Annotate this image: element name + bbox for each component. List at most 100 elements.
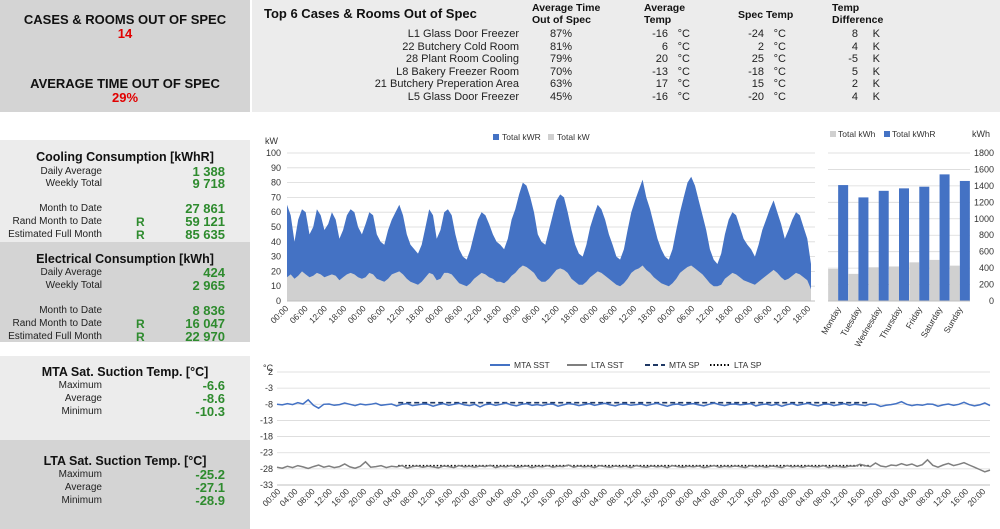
electrical-daily-row: Daily Average 424 [0, 265, 250, 280]
row-diff: 8 [851, 28, 858, 40]
electrical-daily-label: Daily Average [40, 267, 102, 278]
x-tick-label: 00:00 [346, 303, 368, 325]
y-axis-unit-label: °C [263, 363, 274, 373]
x-tick-label: 06:00 [365, 303, 387, 325]
electrical-weekly-value: 2 965 [192, 278, 225, 293]
row-temp-unit: °C [677, 28, 690, 40]
electrical-rand-symbol: R [136, 317, 145, 331]
y-tick-label: 0 [276, 296, 281, 306]
x-tick-label: 20:00 [449, 486, 471, 508]
legend-label-total-kwh: Total kWh [838, 129, 876, 139]
y-tick-label: -23 [260, 448, 273, 458]
kpi-panel: CASES & ROOMS OUT OF SPEC 14 AVERAGE TIM… [0, 0, 250, 112]
legend-swatch-total-kwh [830, 131, 836, 137]
suction-temp-line-chart: °C2-3-8-13-18-23-28-3300:0004:0008:0012:… [260, 360, 991, 508]
lta-avg-row: Average -27.1 [0, 480, 250, 495]
electrical-est-symbol: R [136, 330, 145, 344]
x-tick-label: 04:00 [484, 486, 506, 508]
mta-panel: MTA Sat. Suction Temp. [°C] Maximum -6.6 … [0, 356, 250, 440]
x-tick-label: 00:00 [268, 303, 290, 325]
mta-max-row: Maximum -6.6 [0, 378, 250, 393]
mta-max-label: Maximum [58, 380, 102, 391]
bar-total-kwh [949, 265, 960, 301]
x-tick-label: 00:00 [570, 486, 592, 508]
x-tick-label: 08:00 [398, 486, 420, 508]
x-tick-label: 12:00 [725, 486, 747, 508]
series-area-total-kwr [287, 176, 811, 301]
mta-avg-value: -8.6 [202, 391, 225, 406]
y-tick-label: 400 [979, 263, 994, 273]
bar-total-kwhr [959, 180, 970, 301]
mta-min-value: -10.3 [195, 404, 225, 419]
mta-avg-label: Average [64, 393, 102, 404]
cooling-mtd-value: 27 861 [185, 201, 225, 216]
table-row: L1 Glass Door Freezer 87% -16 °C -24 °C 8 K [252, 28, 1000, 41]
cooling-weekly-value: 9 718 [192, 176, 225, 191]
y-tick-label: 40 [271, 237, 281, 247]
row-time: 81% [549, 40, 572, 53]
lta-min-row: Minimum -28.9 [0, 493, 250, 508]
row-temp-unit: °C [677, 90, 690, 103]
y-tick-label: 1400 [974, 181, 994, 191]
electrical-est-value: 22 970 [185, 329, 225, 344]
bar-total-kwhr [939, 174, 950, 301]
cooling-est-value: 85 635 [185, 227, 225, 242]
y-tick-label: -33 [260, 480, 273, 490]
y-tick-label: 90 [271, 163, 281, 173]
cooling-weekly-label: Weekly Total [45, 178, 102, 189]
x-tick-label: 06:00 [288, 303, 310, 325]
y-tick-label: 1200 [974, 197, 994, 207]
y-tick-label: 20 [271, 266, 281, 276]
y-tick-label: 60 [271, 207, 281, 217]
y-tick-label: 30 [271, 252, 281, 262]
x-tick-label: 18:00 [326, 303, 348, 325]
x-tick-label: 06:00 [597, 303, 619, 325]
legend-label-total-kwr: Total kWR [502, 132, 541, 142]
row-avg-temp: 17 [655, 78, 668, 90]
table-row: L5 Glass Door Freezer 45% -16 °C -20 °C 4 K [252, 91, 1000, 104]
electrical-panel: Electrical Consumption [kWh] Daily Avera… [0, 242, 250, 344]
bar-total-kwhr [838, 185, 849, 301]
cooling-rand-row: Rand Month to Date R 59 121 [0, 214, 250, 229]
row-spec-unit: °C [773, 90, 786, 103]
x-tick-label: 04:00 [690, 486, 712, 508]
avg-time-out-of-spec-title: AVERAGE TIME OUT OF SPEC [30, 76, 220, 91]
col-header-time: Average Time Out of Spec [532, 2, 601, 26]
electrical-title: Electrical Consumption [kWh] [36, 252, 214, 266]
x-tick-label: 18:00 [636, 303, 658, 325]
row-diff: 4 [851, 90, 858, 103]
row-avg-temp: -16 [652, 90, 668, 103]
row-spec-temp: -24 [748, 28, 764, 40]
row-diff-unit: K [872, 28, 880, 40]
row-time: 45% [549, 90, 572, 103]
legend-label-total-kwhr: Total kWhR [892, 129, 935, 139]
y-tick-label: -3 [265, 383, 273, 393]
row-spec-temp: -18 [748, 65, 764, 78]
x-tick-label: 18:00 [481, 303, 503, 325]
bar-total-kwh [929, 259, 940, 301]
x-tick-label: 16:00 [432, 486, 454, 508]
bar-total-kwhr [899, 188, 909, 301]
x-tick-label: 12:00 [384, 303, 406, 325]
row-avg-temp: -13 [652, 65, 668, 78]
x-tick-label: 12:00 [312, 486, 334, 508]
x-tick-label: 12:00 [621, 486, 643, 508]
row-spec-temp: 25 [751, 53, 764, 65]
cooling-rand-symbol: R [136, 215, 145, 229]
cooling-daily-value: 1 388 [192, 164, 225, 179]
cooling-est-symbol: R [136, 228, 145, 242]
x-tick-label: 20:00 [553, 486, 575, 508]
electrical-mtd-label: Month to Date [39, 305, 102, 316]
x-tick-label: 20:00 [965, 486, 987, 508]
x-tick-label: 16:00 [535, 486, 557, 508]
x-tick-label: 18:00 [790, 303, 812, 325]
x-tick-label: 12:00 [771, 303, 793, 325]
lta-min-label: Minimum [61, 495, 102, 506]
row-diff: 4 [851, 40, 858, 53]
lta-title: LTA Sat. Suction Temp. [°C] [43, 454, 207, 468]
x-tick-label: 04:00 [277, 486, 299, 508]
row-name: 21 Butchery Preperation Area [374, 78, 519, 90]
x-tick-label: 06:00 [674, 303, 696, 325]
y-tick-label: 0 [989, 296, 994, 306]
y-tick-label: 80 [271, 178, 281, 188]
